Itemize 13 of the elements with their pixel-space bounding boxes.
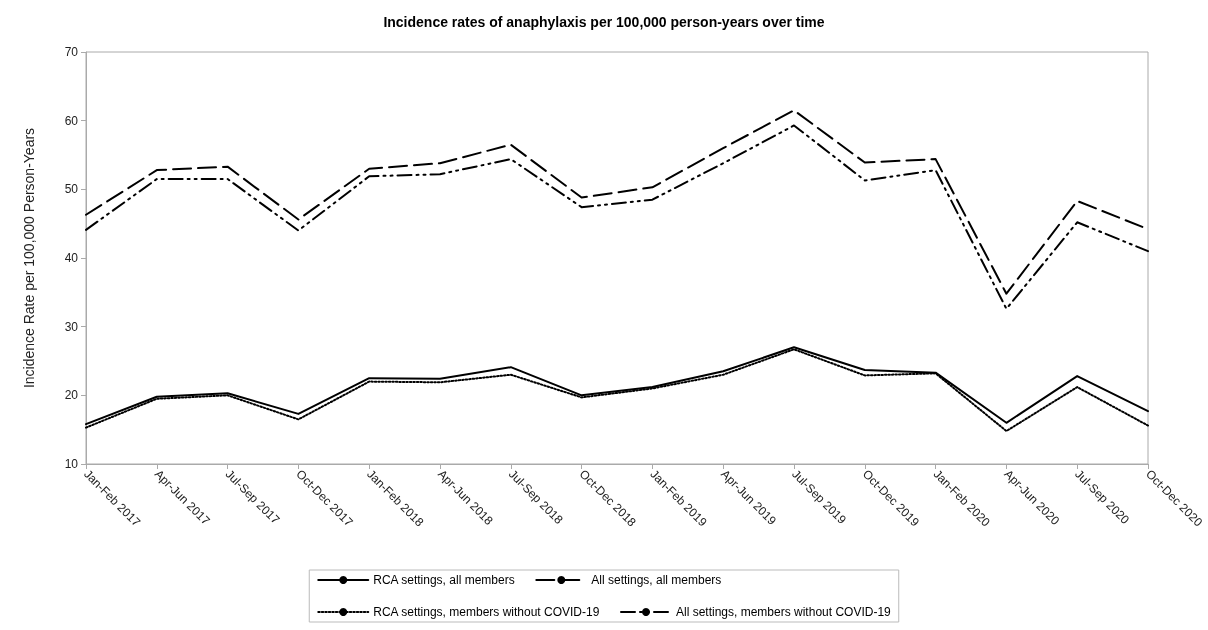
chart-title: Incidence rates of anaphylaxis per 100,000 person-years over time: [383, 14, 825, 30]
y-axis-title: Incidence Rate per 100,000 Person-Years: [21, 127, 37, 389]
y-tick-label: 60: [64, 113, 79, 128]
y-tick-label: 40: [64, 251, 79, 265]
legend-label: RCA settings, members without COVID-19: [373, 605, 600, 619]
y-tick-label: 70: [64, 45, 79, 59]
y-tick-label: 30: [64, 319, 79, 334]
legend-label: All settings, all members: [591, 573, 722, 587]
legend-label: RCA settings, all members: [373, 573, 515, 587]
y-tick-label: 10: [64, 457, 79, 471]
y-tick-label: 20: [64, 388, 79, 403]
y-tick-label: 50: [64, 182, 79, 197]
legend-label: All settings, members without COVID-19: [676, 605, 892, 619]
